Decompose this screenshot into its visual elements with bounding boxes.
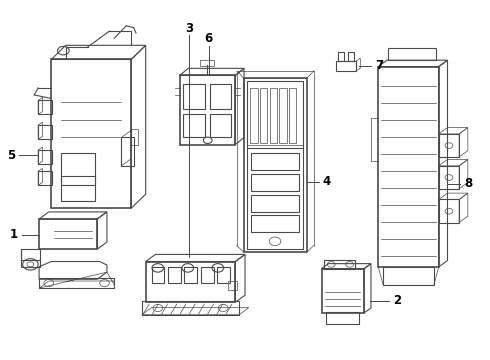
Bar (146, 261, 235, 302)
Bar (151, 267, 164, 283)
Bar (38, 125, 52, 139)
Bar (378, 67, 439, 267)
Bar (348, 52, 354, 61)
Bar (228, 281, 237, 290)
Bar (247, 81, 303, 249)
Bar (38, 171, 52, 185)
Text: 7: 7 (375, 59, 383, 72)
Bar (39, 278, 114, 288)
Bar (388, 48, 437, 60)
Bar (142, 301, 239, 315)
Bar (338, 52, 344, 61)
Text: 8: 8 (464, 177, 472, 190)
Text: 1: 1 (10, 229, 18, 242)
Bar (38, 100, 52, 114)
Bar (61, 176, 95, 201)
Bar (439, 199, 459, 222)
Bar (61, 153, 95, 185)
Text: 4: 4 (322, 175, 331, 188)
Bar (183, 84, 205, 109)
Bar (251, 153, 299, 170)
Bar (250, 88, 258, 143)
Bar (326, 312, 359, 324)
Bar (260, 88, 267, 143)
Bar (122, 138, 134, 166)
Text: 5: 5 (7, 149, 15, 162)
Text: 2: 2 (393, 294, 401, 307)
Bar (244, 78, 307, 252)
Bar (38, 150, 52, 164)
Bar (200, 60, 215, 66)
Bar (324, 260, 355, 269)
Bar (336, 61, 356, 71)
Bar (383, 267, 434, 284)
Bar (218, 267, 230, 283)
Bar (439, 134, 459, 157)
Bar (51, 59, 131, 208)
Text: 6: 6 (204, 32, 213, 45)
Bar (289, 88, 296, 143)
Bar (183, 114, 205, 137)
Bar (210, 114, 231, 137)
Bar (279, 88, 287, 143)
Bar (168, 267, 181, 283)
Bar (131, 129, 138, 145)
Bar (439, 166, 459, 189)
Bar (321, 269, 364, 313)
Bar (210, 84, 231, 109)
Bar (39, 219, 97, 249)
Bar (251, 194, 299, 212)
Bar (270, 88, 277, 143)
Bar (251, 215, 299, 232)
Bar (180, 76, 235, 145)
Bar (201, 267, 214, 283)
Bar (251, 174, 299, 191)
Text: 3: 3 (185, 22, 194, 35)
Bar (21, 249, 40, 267)
Bar (184, 267, 197, 283)
